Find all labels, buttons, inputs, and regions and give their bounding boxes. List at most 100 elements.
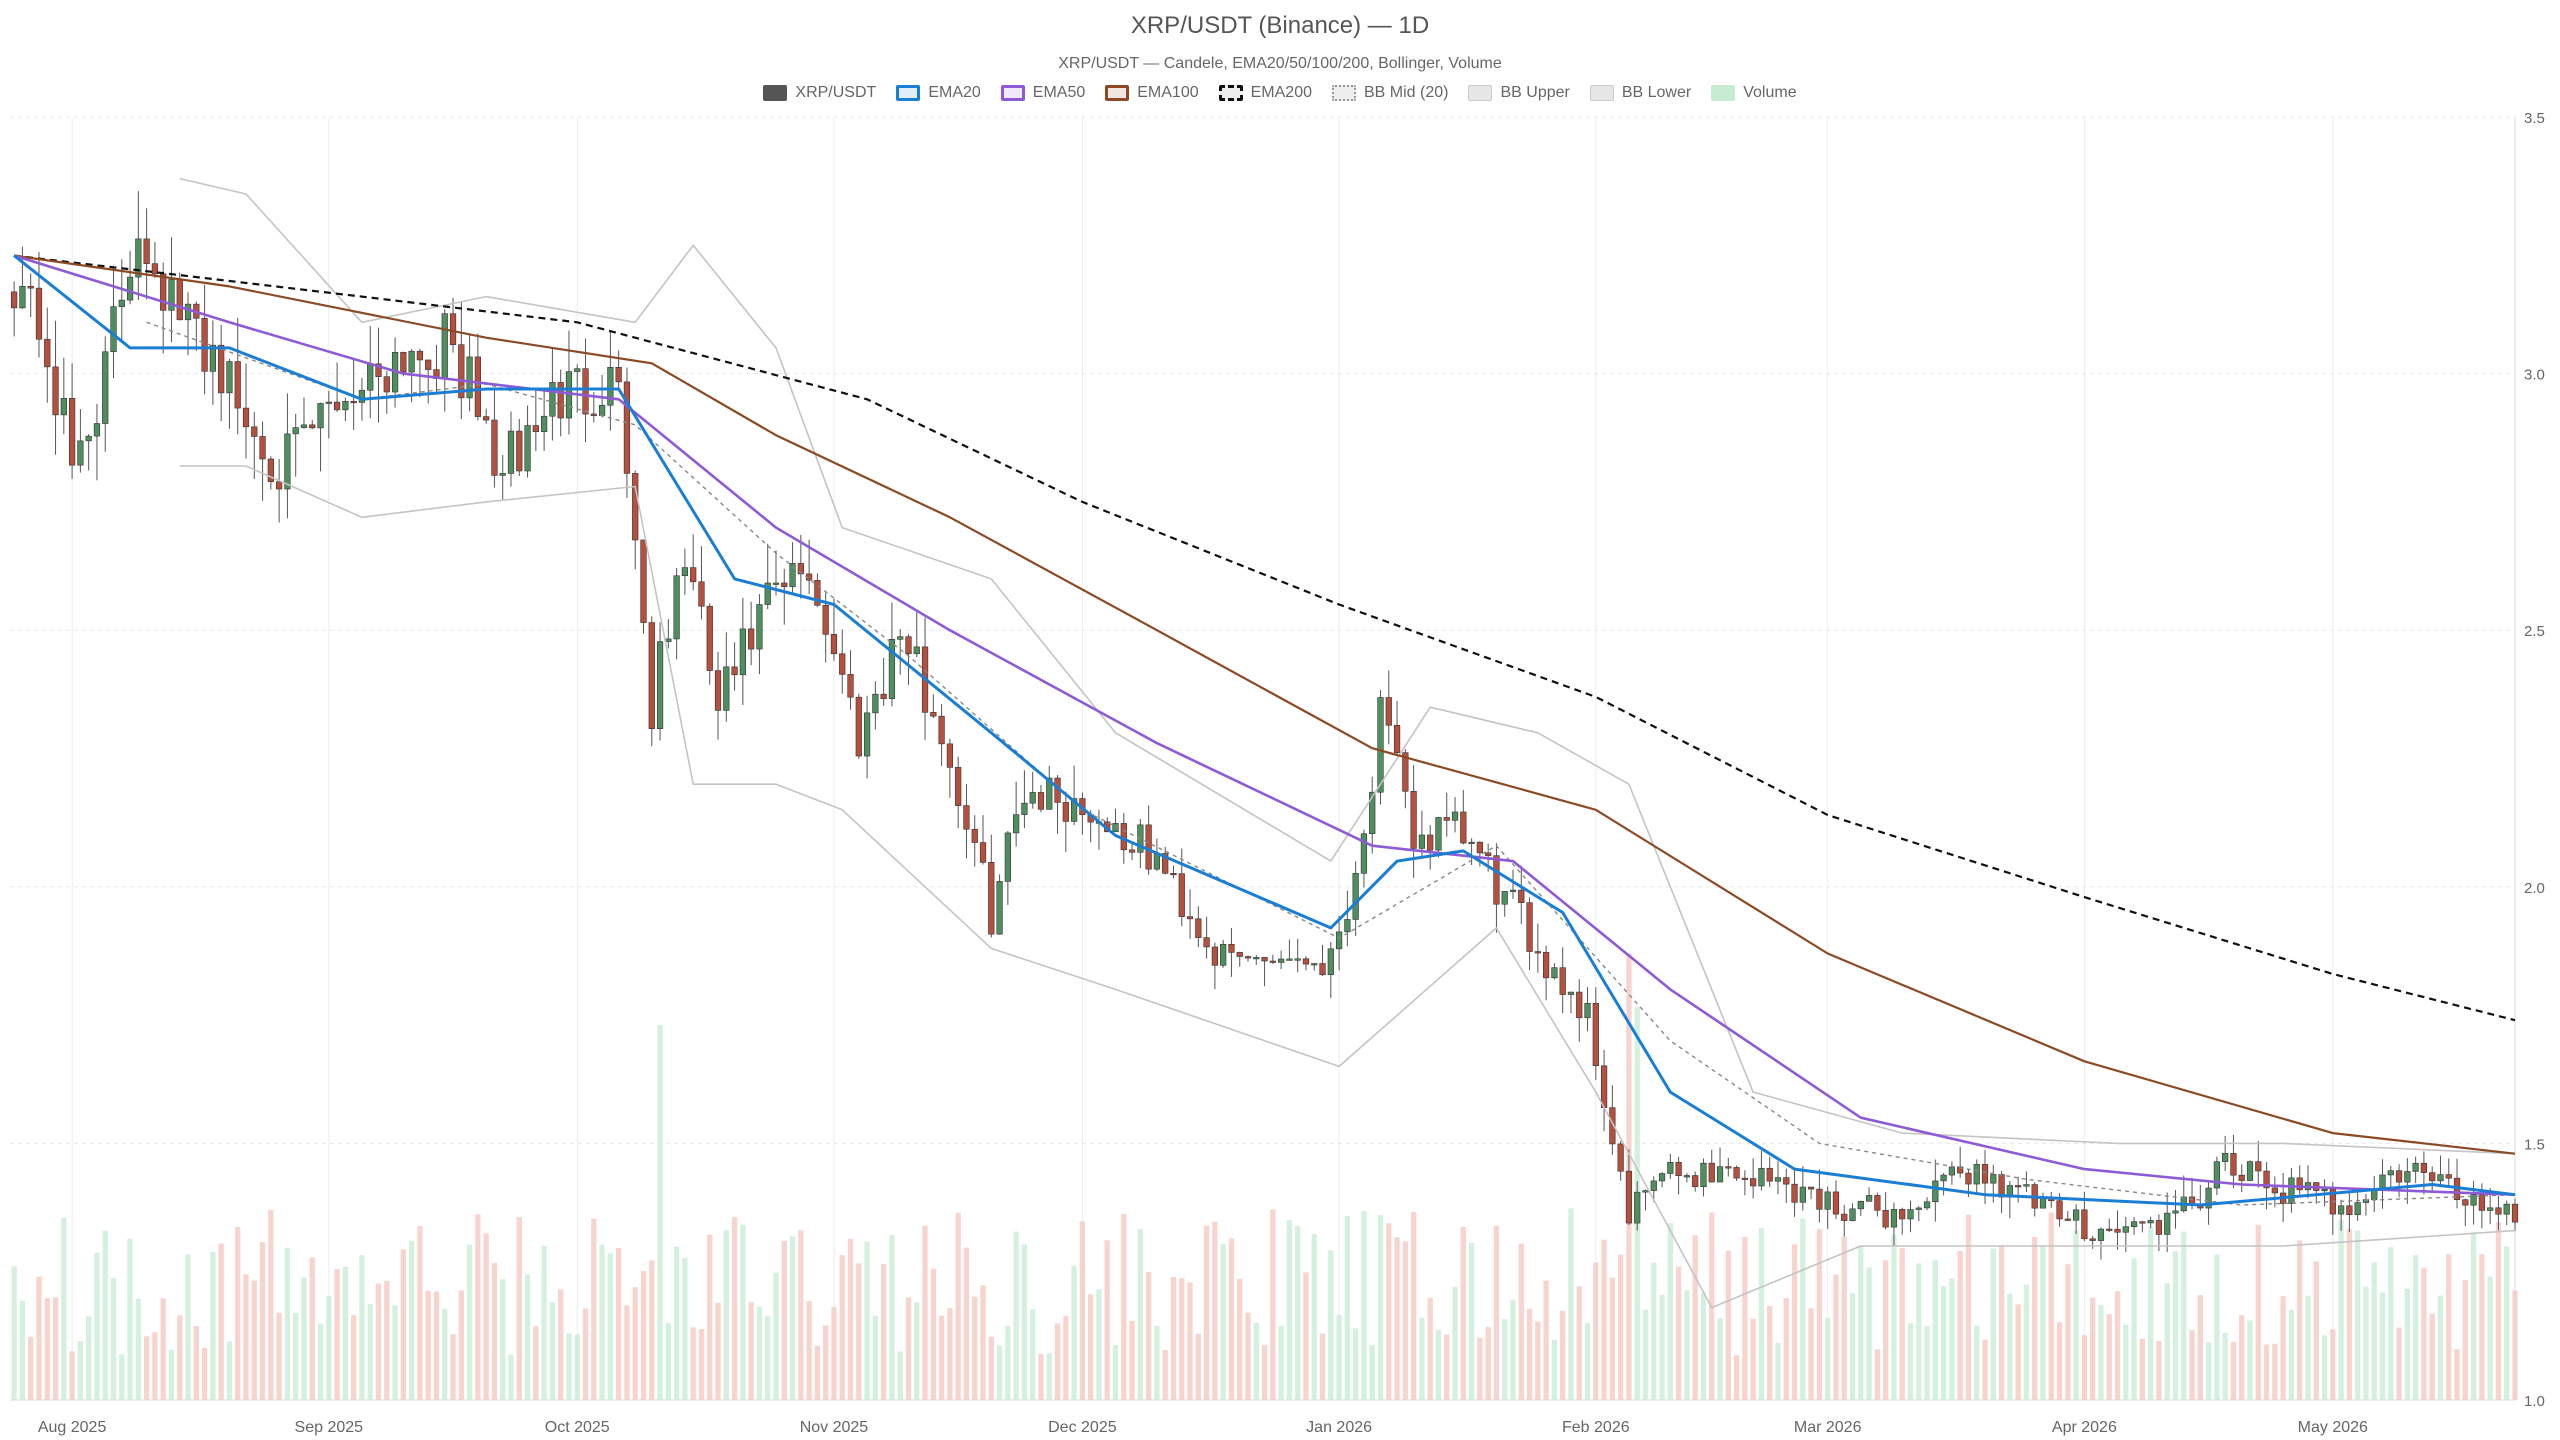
candle: [1609, 1085, 1616, 1155]
candle: [2197, 1184, 2204, 1211]
legend-item-xrp-usdt[interactable]: XRP/USDT: [763, 84, 876, 102]
candle: [2139, 1221, 2146, 1233]
candle: [1493, 843, 1500, 933]
volume-bar: [723, 1230, 729, 1400]
series-line-bb-mid-20: [146, 321, 2516, 1206]
volume-bar: [1104, 1240, 1110, 1400]
series-line-bb-lower: [179, 465, 2516, 1309]
legend-item-ema20[interactable]: EMA20: [896, 84, 981, 102]
candle: [2495, 1196, 2502, 1231]
candle: [731, 642, 738, 691]
legend-item-ema100[interactable]: EMA100: [1105, 84, 1199, 102]
candle-body: [218, 344, 225, 394]
volume-bar: [1882, 1260, 1889, 1400]
candle-body: [772, 582, 780, 585]
candle-body: [1551, 967, 1558, 979]
candle: [1783, 1168, 1790, 1203]
candle: [1211, 942, 1218, 990]
candle: [2313, 1182, 2320, 1204]
volume-bar: [1245, 1312, 1251, 1400]
volume-bar: [2156, 1340, 2162, 1400]
volume-bar: [2114, 1291, 2121, 1400]
series-line-ema100: [13, 254, 2516, 1155]
volume-bar: [2272, 1343, 2278, 1400]
volume-bar: [309, 1257, 315, 1400]
candle-body: [731, 666, 738, 676]
legend-label: EMA200: [1250, 84, 1312, 101]
volume-bar: [1170, 1276, 1177, 1400]
volume-bar: [599, 1244, 605, 1400]
y-tick-label: 2.0: [2524, 880, 2545, 897]
volume-bar: [1924, 1326, 1930, 1400]
candle-body: [184, 303, 192, 321]
volume-bar: [69, 1351, 75, 1400]
volume-bar: [284, 1247, 291, 1400]
candle: [483, 408, 490, 424]
legend-label: XRP/USDT: [795, 84, 877, 101]
candle-body: [135, 238, 142, 278]
volume-bar: [2181, 1231, 2187, 1400]
candle-body: [1658, 1173, 1666, 1182]
candle: [1070, 765, 1078, 826]
candle: [830, 598, 838, 661]
candle: [2503, 1200, 2510, 1226]
volume-bar: [11, 1266, 17, 1400]
candle-body: [1832, 1191, 1840, 1215]
volume-bar: [1179, 1278, 1185, 1400]
volume-bar: [458, 1290, 464, 1400]
candle: [2155, 1214, 2163, 1252]
volume-bar: [1145, 1272, 1152, 1400]
volume-bar: [1642, 1309, 1649, 1400]
candle: [1095, 809, 1103, 850]
volume-bar: [408, 1240, 415, 1400]
volume-bar: [1444, 1334, 1450, 1400]
volume-bar: [1833, 1274, 1839, 1400]
candle: [1518, 865, 1525, 924]
candle: [1062, 791, 1069, 852]
volume-bar: [52, 1297, 59, 1400]
candle: [1998, 1170, 2005, 1214]
candle: [234, 317, 241, 435]
candle: [466, 334, 473, 412]
candle-body: [930, 712, 937, 717]
candle: [541, 388, 548, 451]
volume-bars: [11, 953, 2518, 1400]
candle-body: [2404, 1171, 2411, 1183]
candle-body: [1128, 849, 1136, 853]
volume-bar: [334, 1269, 340, 1400]
legend-item-bb-mid-20[interactable]: BB Mid (20): [1332, 84, 1448, 102]
candle: [317, 402, 324, 472]
candle: [1162, 846, 1169, 875]
y-tick-label: 3.5: [2524, 110, 2545, 127]
candle-body: [1932, 1180, 1939, 1203]
volume-bar: [2470, 1232, 2477, 1400]
candle: [1874, 1192, 1881, 1217]
volume-bar: [1278, 1325, 1284, 1400]
candle: [1509, 869, 1517, 899]
candle: [640, 539, 647, 634]
y-tick-label: 3.0: [2524, 367, 2545, 384]
candle: [375, 327, 382, 423]
candle: [1410, 765, 1417, 878]
candle-body: [2114, 1228, 2121, 1233]
candle-body: [2487, 1207, 2494, 1211]
legend-item-ema50[interactable]: EMA50: [1000, 84, 1085, 102]
candle: [1435, 816, 1442, 858]
volume-bar: [2239, 1315, 2245, 1400]
candle-body: [2296, 1177, 2303, 1191]
volume-bar: [1353, 1328, 1359, 1400]
candle-body: [1708, 1162, 1715, 1183]
legend-item-bb-lower[interactable]: BB Lower: [1589, 84, 1692, 102]
candle: [897, 629, 904, 675]
volume-bar: [2023, 1284, 2030, 1400]
volume-bar: [2454, 1349, 2460, 1400]
legend-item-ema200[interactable]: EMA200: [1218, 84, 1312, 102]
legend-item-volume[interactable]: Volume: [1711, 84, 1797, 102]
volume-bar: [2396, 1327, 2402, 1400]
candle-body: [27, 285, 34, 289]
legend-label: BB Lower: [1621, 84, 1692, 101]
candle-body: [60, 397, 67, 416]
candle: [2453, 1158, 2461, 1209]
legend-item-bb-upper[interactable]: BB Upper: [1468, 84, 1570, 102]
volume-bar: [1783, 1298, 1789, 1400]
